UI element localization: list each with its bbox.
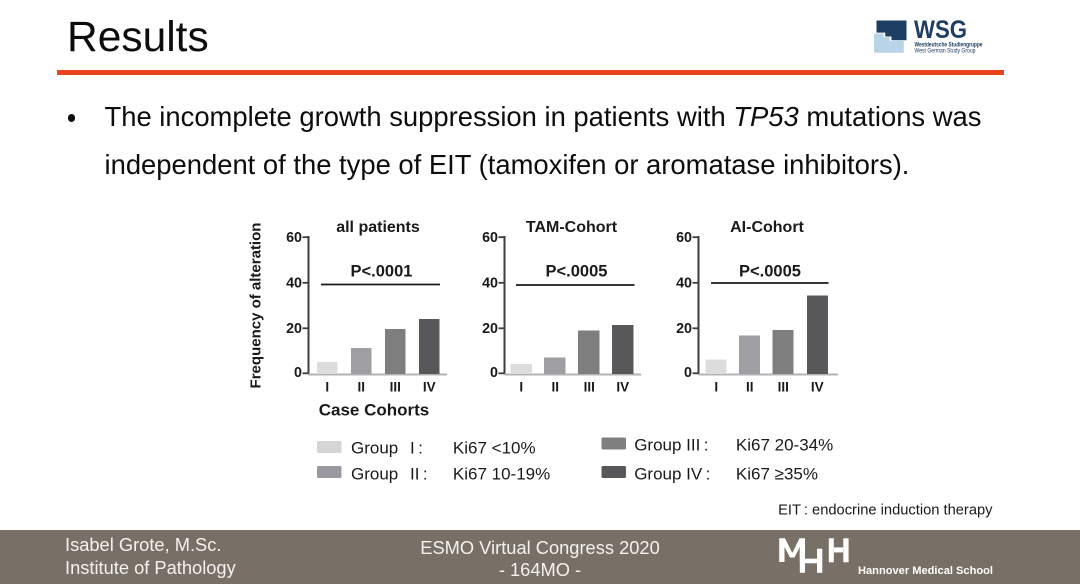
svg-text:II :: II : xyxy=(410,465,428,484)
svg-text:P<.0005: P<.0005 xyxy=(546,263,608,281)
svg-text:40: 40 xyxy=(676,276,692,292)
svg-text:40: 40 xyxy=(286,276,302,292)
svg-text:EIT : endocrine induction ther: EIT : endocrine induction therapy xyxy=(778,503,993,519)
svg-text:0: 0 xyxy=(490,365,498,381)
svg-text:20: 20 xyxy=(482,321,498,337)
svg-text:Group IV :: Group IV : xyxy=(634,465,710,484)
svg-text:III: III xyxy=(778,380,789,395)
svg-text:60: 60 xyxy=(286,230,302,246)
svg-text:I: I xyxy=(519,380,523,395)
svg-text:Group: Group xyxy=(351,465,398,484)
svg-text:III: III xyxy=(390,380,401,395)
svg-text:Westdeutsche Studiengruppe: Westdeutsche Studiengruppe xyxy=(915,42,983,49)
svg-text:20: 20 xyxy=(676,321,692,337)
svg-text:all patients: all patients xyxy=(336,219,420,236)
svg-text:Group: Group xyxy=(351,438,398,457)
svg-text:West German Study Group: West German Study Group xyxy=(915,48,976,55)
svg-text:IV: IV xyxy=(616,380,629,395)
svg-text:IV: IV xyxy=(811,380,824,395)
svg-text:Ki67 10-19%: Ki67 10-19% xyxy=(453,465,550,484)
svg-text:AI-Cohort: AI-Cohort xyxy=(730,219,804,236)
svg-text:TAM-Cohort: TAM-Cohort xyxy=(526,219,618,236)
svg-text:I: I xyxy=(325,380,329,395)
svg-text:Hannover Medical School: Hannover Medical School xyxy=(858,565,993,577)
svg-text:Ki67 20-34%: Ki67 20-34% xyxy=(736,435,833,454)
svg-text:Case Cohorts: Case Cohorts xyxy=(319,400,430,419)
svg-text:60: 60 xyxy=(482,230,498,246)
svg-text:P<.0001: P<.0001 xyxy=(351,263,413,281)
svg-text:I :: I : xyxy=(410,438,423,457)
svg-text:II: II xyxy=(746,380,754,395)
svg-text:III: III xyxy=(584,380,595,395)
svg-text:Ki67 <10%: Ki67 <10% xyxy=(453,438,536,457)
svg-text:II: II xyxy=(552,380,560,395)
svg-text:Group III :: Group III : xyxy=(634,435,708,454)
svg-text:P<.0005: P<.0005 xyxy=(739,263,801,281)
svg-text:IV: IV xyxy=(423,380,436,395)
svg-text:0: 0 xyxy=(294,365,302,381)
svg-text:20: 20 xyxy=(286,321,302,337)
svg-text:60: 60 xyxy=(676,230,692,246)
svg-text:40: 40 xyxy=(482,276,498,292)
svg-text:0: 0 xyxy=(684,365,692,381)
svg-text:Ki67 ≥35%: Ki67 ≥35% xyxy=(736,465,818,484)
svg-text:WSG: WSG xyxy=(914,16,967,44)
svg-text:I: I xyxy=(714,380,718,395)
svg-text:II: II xyxy=(358,380,366,395)
svg-text:Frequency of alteration: Frequency of alteration xyxy=(248,223,265,389)
